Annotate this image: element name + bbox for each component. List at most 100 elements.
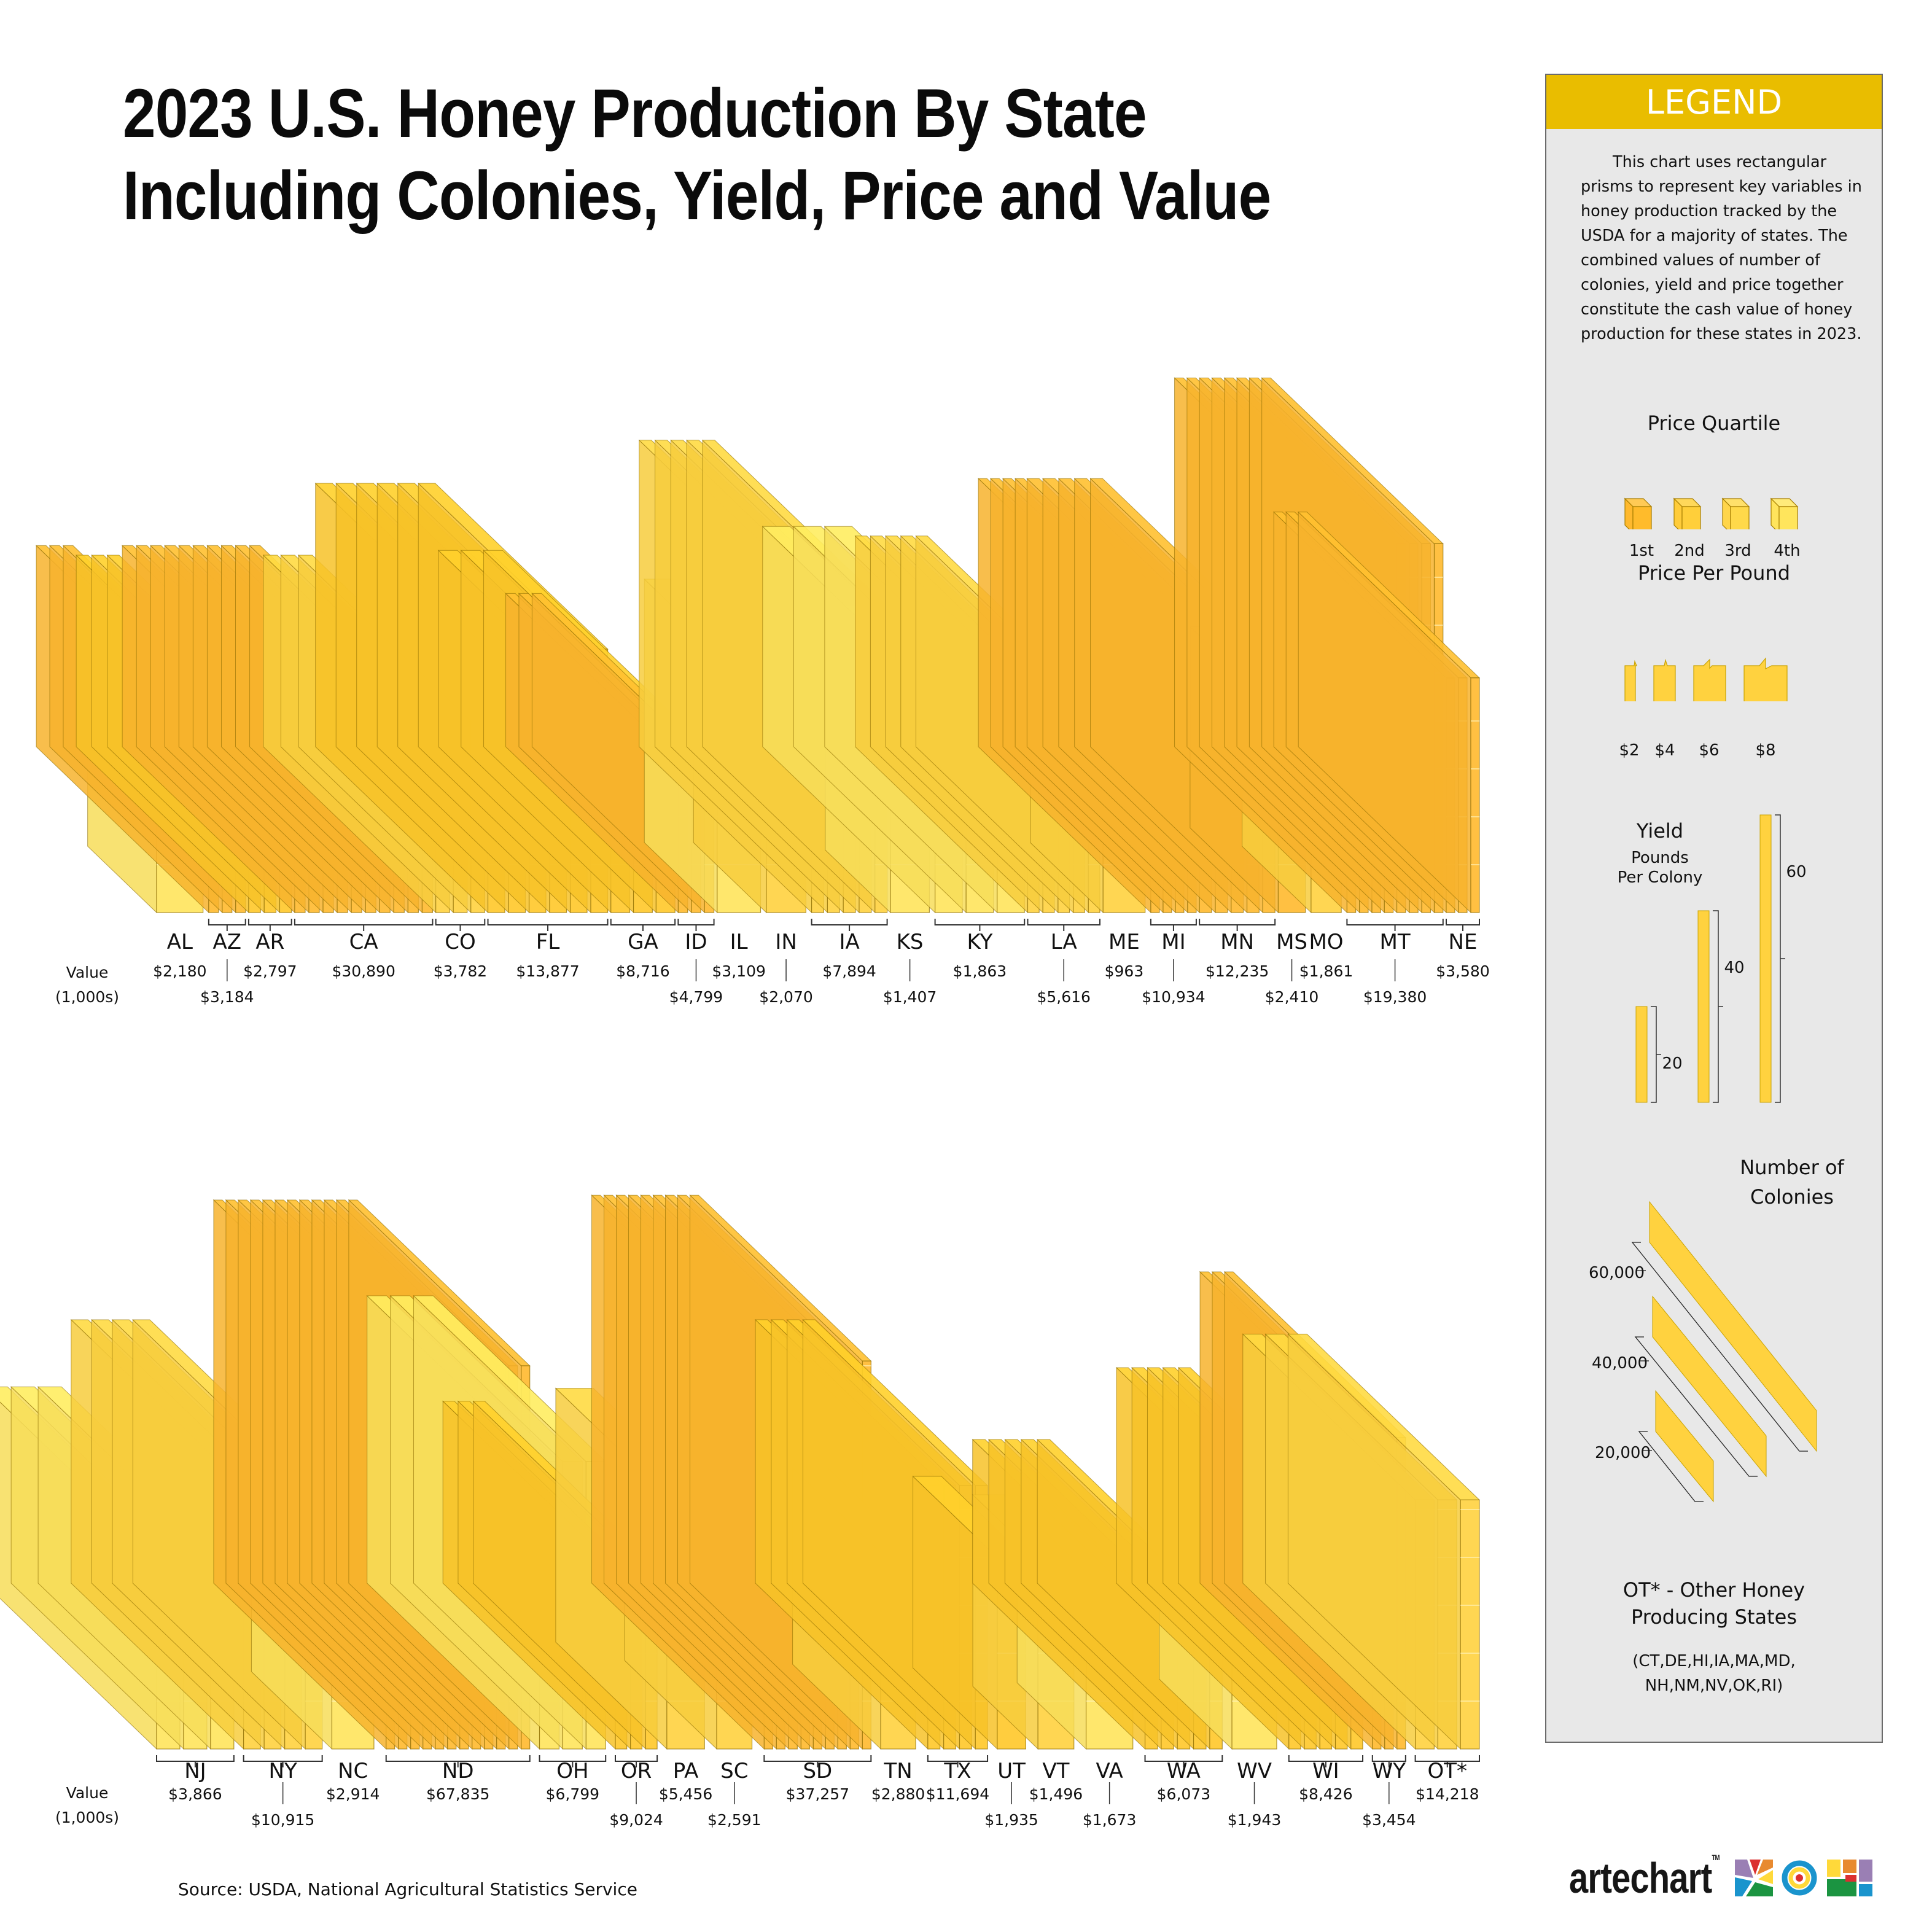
state-bracket — [934, 919, 1026, 931]
legend-yield-20-label: 20 — [1662, 1054, 1683, 1073]
panel-top: AL $2,180 AZ $3,184 AR $2,797 CA $30,890 CO $3,78… — [35, 377, 1490, 1006]
state-bracket — [811, 919, 888, 931]
legend-other-title-2: Producing States — [1631, 1605, 1797, 1629]
state-label: ME — [1108, 930, 1140, 954]
legend-colonies-title-1: Number of — [1740, 1156, 1844, 1179]
legend-yield-subtitle-2: Per Colony — [1617, 868, 1703, 887]
state-value-label: $3,454 — [1362, 1811, 1416, 1829]
legend-quartile-3-label: 3rd — [1724, 542, 1751, 560]
legend-colonies-60000-label: 60,000 — [1589, 1264, 1645, 1282]
state-value-label: $10,934 — [1142, 988, 1205, 1006]
state-bracket — [385, 1755, 531, 1767]
legend-colonies-slabs — [1631, 1201, 1817, 1503]
state-label: SC — [720, 1759, 748, 1783]
state-value-label: $5,616 — [1037, 988, 1090, 1006]
chart-title-line2: Including Colonies, Yield, Price and Val… — [123, 157, 1271, 234]
state-label: MI — [1161, 930, 1185, 954]
prism-front-face — [1470, 677, 1480, 913]
state-bracket — [487, 919, 609, 931]
state-label: MN — [1220, 930, 1254, 954]
state-value-label: $8,426 — [1299, 1785, 1352, 1803]
state-bracket — [610, 919, 676, 931]
legend-other-states-2: NH,NM,NV,OK,RI) — [1645, 1677, 1783, 1695]
state-bracket — [208, 919, 246, 931]
state-value-label: $10,915 — [251, 1811, 314, 1829]
state-label: IL — [730, 930, 748, 954]
state-bracket — [243, 1755, 323, 1767]
state-value-label: $3,782 — [434, 962, 487, 980]
state-bracket — [1371, 1755, 1406, 1767]
prism-chart: AL $2,180 AZ $3,184 AR $2,797 CA $30,890 CO $3,78… — [0, 377, 1490, 1829]
state-bracket — [1027, 919, 1100, 931]
state-label: MO — [1309, 930, 1343, 954]
state-label: NJ — [184, 1759, 206, 1783]
value-axis-label-bottom-line1: Value — [66, 1784, 109, 1802]
state-value-label: $8,716 — [616, 962, 669, 980]
state-bracket — [247, 919, 292, 931]
quartile-3-cube-icon — [1721, 497, 1750, 529]
legend-yield-subtitle-1: Pounds — [1631, 849, 1689, 867]
state-value-label: $2,070 — [759, 988, 812, 1006]
state-label: AZ — [213, 930, 242, 954]
state-label: WI — [1312, 1759, 1339, 1783]
legend-header: LEGEND — [1546, 75, 1882, 129]
state-value-label: $1,673 — [1083, 1811, 1136, 1829]
legend-other-states-1: (CT,DE,HI,IA,MA,MD, — [1632, 1652, 1796, 1670]
state-value-label: $6,073 — [1157, 1785, 1210, 1803]
state-label: TX — [943, 1759, 971, 1783]
state-label: ID — [685, 930, 707, 954]
state-bracket — [294, 919, 434, 931]
price-8-bar-icon — [1743, 657, 1788, 701]
value-axis-label-top-line1: Value — [66, 964, 109, 981]
state-value-label: $1,496 — [1029, 1785, 1083, 1803]
state-label: IA — [839, 930, 859, 954]
legend-yield-title: Yield — [1636, 819, 1684, 843]
value-axis-label-bottom-line2: (1,000s) — [55, 1809, 119, 1826]
state-value-label: $2,797 — [243, 962, 297, 980]
colonies-20000-slab-icon — [1655, 1390, 1714, 1503]
state-value-label: $13,877 — [516, 962, 579, 980]
state-label: FL — [536, 930, 560, 954]
state-label: OT* — [1428, 1759, 1468, 1783]
state-bracket — [435, 919, 486, 931]
quartile-2-cube-icon — [1673, 497, 1702, 529]
state-value-label: $19,380 — [1363, 988, 1427, 1006]
brand-logo: artechartTM — [1569, 1853, 1888, 1903]
state-label: CA — [349, 930, 378, 954]
state-label: LA — [1051, 930, 1077, 954]
state-bracket — [156, 1755, 235, 1767]
state-label: AR — [255, 930, 284, 954]
state-label: WV — [1237, 1759, 1272, 1783]
legend-quartile-2-label: 2nd — [1674, 542, 1705, 560]
legend-yield-40-label: 40 — [1724, 959, 1745, 977]
panel-bottom: NJ $3,866 NY $10,915 NC $2,914 ND $67,835 OH $6,7… — [0, 1194, 1481, 1829]
state-label: GA — [628, 930, 658, 954]
state-value-label: $2,180 — [153, 962, 206, 980]
legend-price-per-pound-title: Price Per Pound — [1637, 561, 1790, 585]
state-bracket — [677, 919, 715, 931]
state-value-label: $37,257 — [786, 1785, 849, 1803]
state-value-label: $6,799 — [546, 1785, 599, 1803]
state-value-label: $1,407 — [883, 988, 937, 1006]
legend-colonies-40000-label: 40,000 — [1592, 1354, 1648, 1373]
legend-colonies-title-2: Colonies — [1750, 1185, 1834, 1209]
state-value-label: $30,890 — [332, 962, 395, 980]
state-bracket — [1288, 1755, 1364, 1767]
state-value-label: $963 — [1105, 962, 1144, 980]
state-label: VA — [1096, 1759, 1123, 1783]
legend-other-title-1: OT* - Other Honey — [1622, 1578, 1805, 1602]
state-value-label: $11,694 — [926, 1785, 989, 1803]
prism-front-face — [1460, 1499, 1480, 1750]
state-value-label: $3,184 — [200, 988, 254, 1006]
legend-price-quartile-cubes — [1624, 497, 1799, 529]
legend-yield-60-label: 60 — [1786, 863, 1807, 881]
state-bracket — [1414, 1755, 1480, 1767]
value-axis-label-top-line2: (1,000s) — [55, 988, 119, 1006]
legend-price-bars — [1624, 657, 1788, 701]
state-label: KY — [967, 930, 992, 954]
state-label: VT — [1042, 1759, 1069, 1783]
brand-logo-icon — [1735, 1860, 1872, 1896]
state-bracket — [1199, 919, 1276, 931]
state-label: MT — [1380, 930, 1411, 954]
state-bracket — [927, 1755, 989, 1767]
